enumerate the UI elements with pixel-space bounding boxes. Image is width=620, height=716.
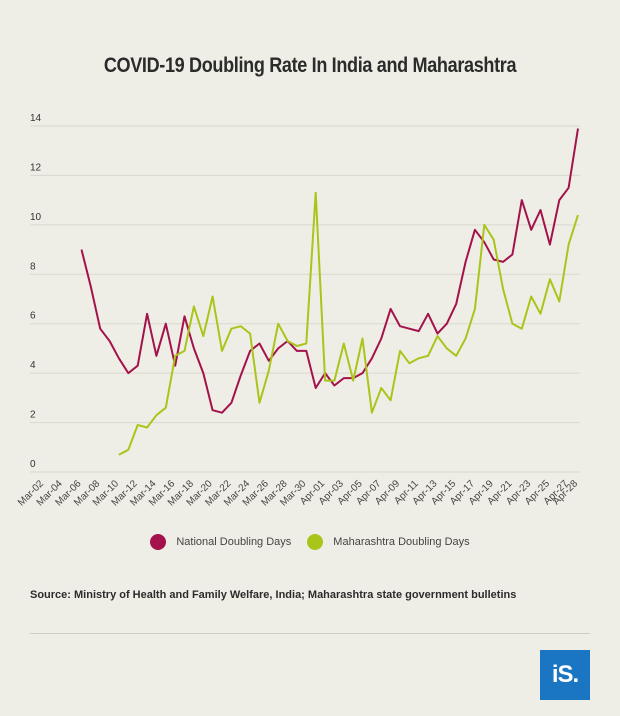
divider (30, 633, 590, 634)
y-tick-label: 8 (30, 261, 36, 272)
legend-label-national: National Doubling Days (176, 536, 292, 548)
line-chart: 0 2 4 6 8 10 12 14 Mar-02Mar-04Mar-06Mar-08Mar-… (16, 113, 580, 509)
series-lines (80, 128, 579, 456)
legend-label-maharashtra: Maharashtra Doubling Days (333, 536, 470, 548)
y-tick-label: 0 (30, 459, 36, 470)
y-tick-label: 2 (30, 410, 36, 421)
source-note: Source: Ministry of Health and Family We… (30, 589, 517, 601)
y-tick-label: 12 (30, 162, 42, 173)
gridlines (30, 125, 580, 473)
brand-logo: iS. (540, 650, 590, 700)
legend: National Doubling Days Maharashtra Doubl… (0, 534, 620, 550)
legend-dot-national (150, 534, 167, 550)
legend-item-maharashtra: Maharashtra Doubling Days (307, 534, 470, 550)
y-axis-ticks: 0 2 4 6 8 10 12 14 (30, 113, 42, 470)
y-tick-label: 14 (30, 113, 42, 124)
y-tick-label: 6 (30, 311, 36, 322)
y-tick-label: 4 (30, 360, 36, 371)
y-tick-label: 10 (30, 212, 42, 223)
series-line-maharashtra (118, 191, 579, 456)
x-axis-ticks: Mar-02Mar-04Mar-06Mar-08Mar-10Mar-12Mar-… (16, 478, 580, 508)
series-line-national (80, 128, 579, 414)
legend-item-national: National Doubling Days (150, 534, 291, 550)
chart-title: COVID-19 Doubling Rate In India and Maha… (103, 54, 517, 77)
legend-dot-maharashtra (307, 534, 324, 550)
